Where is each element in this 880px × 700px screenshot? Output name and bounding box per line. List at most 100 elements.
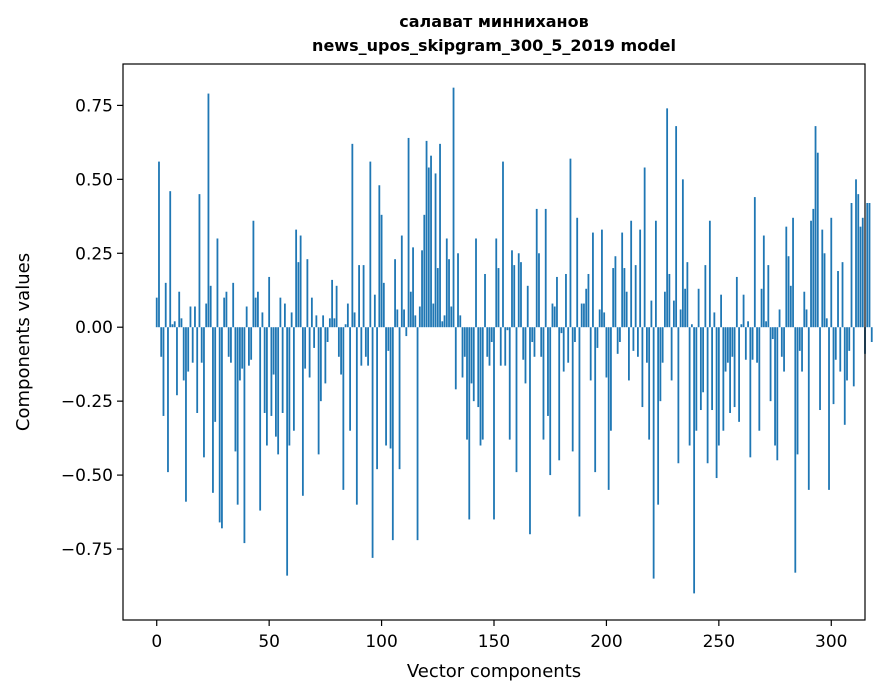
- bar: [396, 309, 399, 328]
- bar: [218, 327, 221, 523]
- bar: [360, 327, 363, 366]
- bar: [592, 232, 594, 328]
- bar: [747, 321, 749, 328]
- bar: [515, 327, 518, 473]
- bar: [580, 303, 583, 328]
- bar: [493, 327, 495, 520]
- bar: [286, 327, 289, 576]
- bar: [427, 167, 430, 328]
- bar: [812, 208, 815, 328]
- bar: [744, 327, 747, 360]
- bar: [448, 259, 450, 328]
- bar: [841, 262, 844, 328]
- x-axis-label: Vector components: [407, 661, 581, 682]
- bar: [605, 327, 608, 378]
- bar: [162, 327, 165, 416]
- bar: [814, 126, 817, 328]
- bar: [257, 291, 259, 328]
- bar: [349, 327, 351, 431]
- bar: [301, 327, 304, 496]
- bar: [789, 285, 792, 328]
- bar: [628, 327, 630, 381]
- bar: [625, 291, 628, 328]
- bar: [578, 327, 581, 517]
- bar: [454, 327, 457, 390]
- bar: [643, 167, 646, 328]
- bar: [164, 282, 167, 328]
- bar: [762, 235, 765, 328]
- bar: [828, 327, 830, 490]
- bar: [272, 327, 275, 375]
- chart-title-line1: салават минниханов: [399, 12, 588, 31]
- bar: [565, 273, 567, 328]
- bar: [654, 220, 657, 328]
- bar: [236, 327, 239, 505]
- bar: [306, 259, 309, 328]
- bar: [205, 303, 208, 328]
- bar: [540, 327, 543, 357]
- bar: [513, 265, 516, 328]
- bar: [661, 327, 664, 363]
- bar: [403, 309, 405, 328]
- bar: [196, 327, 199, 413]
- bar: [295, 229, 298, 328]
- bar: [488, 327, 491, 366]
- bar: [769, 327, 772, 402]
- bar: [346, 303, 349, 328]
- bar: [169, 191, 172, 328]
- bar: [436, 268, 439, 328]
- bar: [805, 309, 808, 328]
- bar: [481, 327, 484, 440]
- bar: [400, 235, 403, 328]
- bar: [313, 327, 316, 348]
- bar: [263, 327, 266, 413]
- bar: [837, 271, 839, 328]
- bar: [693, 327, 696, 594]
- bar: [751, 327, 754, 360]
- bar: [367, 327, 369, 366]
- bar: [735, 276, 738, 328]
- bar: [261, 312, 264, 328]
- bar: [468, 327, 471, 520]
- bar: [699, 327, 702, 411]
- bar: [601, 229, 603, 328]
- bar: [409, 291, 412, 328]
- bar: [711, 327, 713, 411]
- bar: [495, 238, 498, 328]
- bar: [560, 327, 563, 334]
- bar: [567, 327, 570, 363]
- bar: [308, 327, 311, 378]
- bar: [245, 306, 248, 328]
- bar: [230, 327, 232, 363]
- bar: [373, 294, 376, 328]
- bar: [778, 309, 781, 328]
- bar: [362, 265, 365, 328]
- bar: [697, 288, 700, 328]
- bar: [803, 291, 806, 328]
- bar: [785, 226, 788, 328]
- bar: [771, 327, 774, 340]
- bar: [558, 327, 561, 461]
- bar: [720, 294, 722, 328]
- bar: [502, 161, 504, 328]
- bar: [731, 327, 734, 357]
- y-axis-label: Components values: [13, 253, 34, 431]
- bar: [774, 327, 776, 446]
- bar: [607, 327, 610, 490]
- x-tick-label: 250: [703, 632, 735, 652]
- bar: [796, 327, 799, 455]
- bar: [389, 327, 392, 449]
- bar: [248, 327, 250, 366]
- y-tick-label: 0.00: [75, 318, 113, 338]
- bar: [369, 161, 372, 328]
- bar: [834, 327, 837, 360]
- bar: [243, 327, 246, 544]
- bar: [569, 158, 572, 328]
- bar: [630, 220, 633, 328]
- bar: [155, 297, 158, 328]
- bar: [364, 327, 367, 357]
- bar: [225, 291, 228, 328]
- bar: [798, 327, 801, 351]
- bar: [672, 300, 675, 328]
- bar: [522, 327, 525, 360]
